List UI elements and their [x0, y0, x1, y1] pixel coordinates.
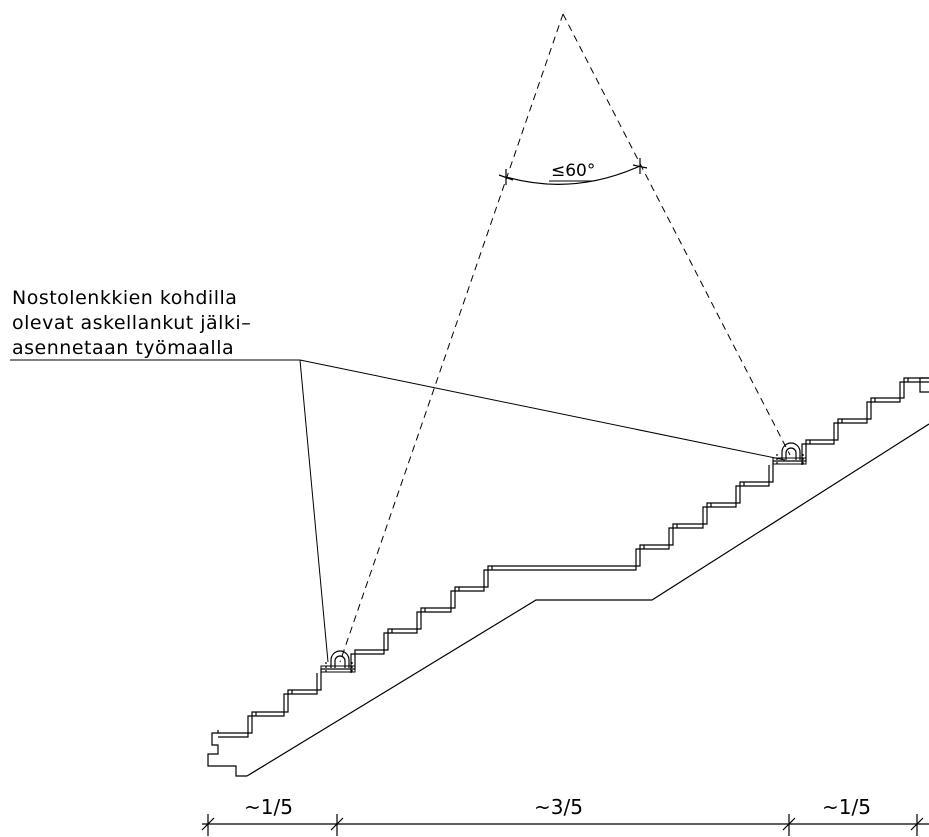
annotation-line-2: olevat askellankut jälki–	[12, 312, 251, 334]
leader-to-upper-loop	[299, 359, 786, 461]
lower-loop-pad	[320, 665, 356, 673]
sling-left	[339, 13, 564, 663]
sling-right	[562, 13, 791, 456]
dimension-middle-label: ~3/5	[534, 795, 583, 819]
stair-bottom-end	[207, 732, 247, 777]
annotation-line-3: asennetaan työmaalla	[12, 337, 234, 359]
annotation-line-1: Nostolenkkien kohdilla	[12, 287, 237, 309]
dimension-right-label: ~1/5	[822, 795, 871, 819]
stair-nosing-line	[218, 381, 929, 738]
upper-loop-pad	[772, 457, 807, 465]
dim-tick-3	[782, 817, 796, 831]
stair-top-end	[919, 377, 929, 393]
upper-loop-outer	[781, 442, 801, 460]
dim-tick-1	[201, 817, 215, 831]
lower-lifting-loop	[320, 650, 356, 673]
stair-tread-profile	[217, 377, 929, 734]
stair-flight	[207, 377, 929, 777]
dimension-left-label: ~1/5	[244, 795, 293, 819]
angle-label: ≤60°	[551, 161, 595, 181]
dimension-line	[201, 814, 929, 836]
leader-to-lower-loop	[299, 359, 329, 663]
dim-tick-2	[330, 817, 344, 831]
stair-riser-returns	[255, 378, 909, 716]
angle-arc	[498, 158, 648, 185]
leader-lines	[10, 359, 786, 663]
angle-arc-curve	[505, 165, 641, 185]
sling-lines	[339, 13, 791, 663]
lower-loop-outer	[330, 650, 350, 668]
upper-lifting-loop	[772, 442, 807, 465]
stair-soffit	[246, 423, 929, 777]
dim-tick-4	[910, 817, 924, 831]
upper-loop-inner	[785, 447, 797, 460]
lower-loop-inner	[334, 655, 346, 668]
